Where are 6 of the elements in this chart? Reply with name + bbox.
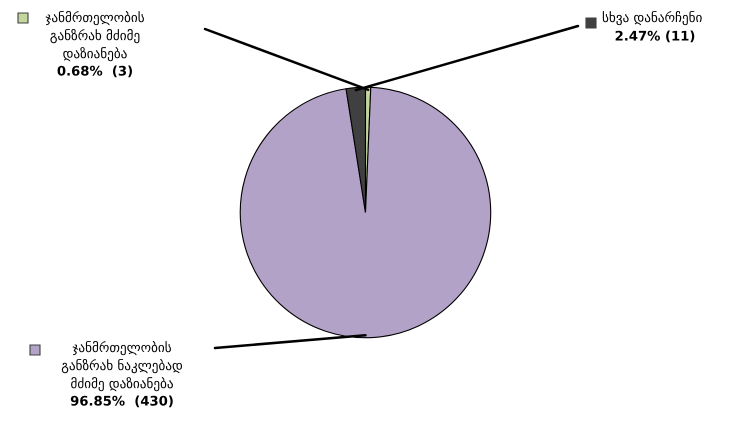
data-label: 0.68% (3) bbox=[58, 66, 132, 78]
data-label: 96.85% (430) bbox=[70, 396, 173, 408]
legend-label: სხვა დანარჩენი bbox=[602, 11, 702, 26]
data-label: 2.47% (11) bbox=[616, 30, 694, 42]
legend-label: ჯანმრთელობის განზრახ მძიმე დაზიანება bbox=[46, 11, 144, 62]
slice-label: ჯანმრთელობის განზრახ ნაკლებად მძიმე დაზიანება bbox=[62, 341, 182, 392]
